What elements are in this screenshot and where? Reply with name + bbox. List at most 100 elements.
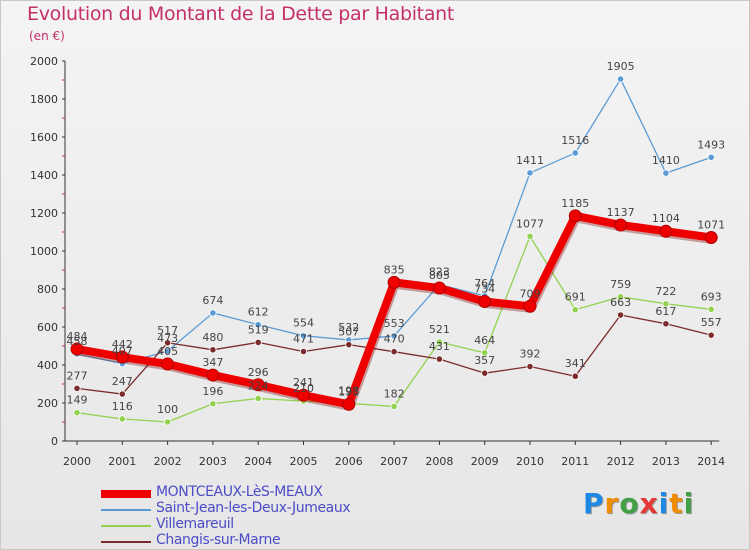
y-tick-label: 2000 <box>30 55 58 68</box>
data-label-series-1: 458 <box>67 335 88 348</box>
x-tick-label: 2006 <box>335 455 363 468</box>
y-tick-label: 1600 <box>30 131 58 144</box>
series-point-0 <box>251 378 265 392</box>
logo-letter: P <box>583 487 605 520</box>
x-tick-label: 2001 <box>108 455 136 468</box>
y-tick-label: 400 <box>37 359 58 372</box>
data-label-series-0: 241 <box>293 376 314 389</box>
series-point-3 <box>435 355 443 363</box>
x-tick-label: 2014 <box>697 455 725 468</box>
series-point-3 <box>299 347 308 356</box>
series-point-0 <box>161 357 175 371</box>
series-point-0 <box>478 295 492 309</box>
logo-letter: o <box>619 487 640 520</box>
data-label-series-2: 198 <box>338 384 359 397</box>
series-point-0 <box>297 388 310 402</box>
data-label-series-2: 182 <box>384 387 405 400</box>
logo-letter: r <box>604 487 620 520</box>
data-label-series-3: 663 <box>610 296 631 309</box>
data-label-series-3: 480 <box>202 331 223 344</box>
series-point-0 <box>432 281 446 295</box>
x-tick-label: 2007 <box>380 455 408 468</box>
series-point-0 <box>115 350 129 364</box>
data-label-series-0: 296 <box>248 366 269 379</box>
series-point-1 <box>209 309 217 317</box>
data-label-series-2: 722 <box>655 285 676 298</box>
data-label-series-2: 1077 <box>516 217 544 230</box>
legend-swatch <box>101 490 151 498</box>
data-label-series-3: 517 <box>157 324 178 337</box>
legend-label: MONTCEAUX-LèS-MEAUX <box>156 484 323 500</box>
series-point-3 <box>662 320 670 328</box>
data-label-series-2: 693 <box>701 290 722 303</box>
series-point-0 <box>568 209 582 223</box>
x-tick-label: 2012 <box>607 455 635 468</box>
series-point-1 <box>390 332 398 340</box>
data-label-series-3: 470 <box>384 333 405 346</box>
data-label-series-0: 405 <box>157 345 178 358</box>
logo-letter: t <box>669 487 684 520</box>
data-label-series-3: 471 <box>293 333 314 346</box>
series-point-2 <box>164 418 172 426</box>
legend-label: Villemareuil <box>156 516 234 532</box>
data-label-series-1: 532 <box>338 321 359 334</box>
y-tick-label: 1000 <box>30 245 58 258</box>
series-point-2 <box>73 409 81 417</box>
y-tick-label: 800 <box>37 283 58 296</box>
y-tick-label: 0 <box>51 435 58 448</box>
series-point-3 <box>390 348 398 356</box>
chart-title: Evolution du Montant de la Dette par Hab… <box>27 3 455 25</box>
data-label-series-1: 823 <box>429 266 450 279</box>
series-point-3 <box>571 372 579 380</box>
legend-swatch <box>101 525 151 527</box>
series-point-0 <box>70 342 84 356</box>
series-point-1 <box>662 169 670 177</box>
data-label-series-3: 392 <box>520 348 541 361</box>
logo-letter: x <box>639 487 659 520</box>
x-tick-label: 2003 <box>199 455 227 468</box>
data-label-series-1: 473 <box>157 332 178 345</box>
logo-letter: i <box>683 487 695 520</box>
series-point-0 <box>342 397 356 411</box>
series-point-3 <box>707 331 715 339</box>
series-point-3 <box>164 339 172 347</box>
data-label-series-3: 617 <box>655 305 676 318</box>
x-tick-label: 2005 <box>290 455 318 468</box>
series-point-3 <box>73 384 81 392</box>
series-point-3 <box>481 369 489 377</box>
x-tick-label: 2009 <box>471 455 499 468</box>
series-point-3 <box>254 338 262 346</box>
data-label-series-2: 116 <box>112 400 133 413</box>
series-point-1 <box>707 153 715 161</box>
proxiti-logo: Proxiti <box>583 487 694 520</box>
data-label-series-2: 196 <box>202 385 223 398</box>
y-tick-label: 1800 <box>30 93 58 106</box>
data-label-series-0: 1185 <box>561 197 589 210</box>
series-point-2 <box>571 306 579 314</box>
series-point-0 <box>387 275 401 289</box>
data-label-series-0: 442 <box>112 338 133 351</box>
series-point-1 <box>526 169 534 177</box>
series-point-1 <box>299 332 308 340</box>
x-tick-label: 2010 <box>516 455 544 468</box>
data-label-series-3: 277 <box>67 369 88 382</box>
data-label-series-0: 805 <box>429 269 450 282</box>
data-label-series-2: 521 <box>429 323 450 336</box>
series-point-3 <box>526 362 534 371</box>
data-label-series-3: 341 <box>565 357 586 370</box>
y-tick-label: 1200 <box>30 207 58 220</box>
series-point-2 <box>616 293 625 301</box>
series-point-0 <box>659 224 673 238</box>
data-label-series-1: 674 <box>202 294 223 307</box>
legend-label: Saint-Jean-les-Deux-Jumeaux <box>156 500 351 516</box>
data-label-series-1: 612 <box>248 306 269 319</box>
data-label-series-0: 1104 <box>652 212 680 225</box>
data-label-series-0: 709 <box>520 287 541 300</box>
data-label-series-1: 554 <box>293 317 314 330</box>
series-point-3 <box>345 341 353 349</box>
data-label-series-3: 247 <box>112 375 133 388</box>
data-label-series-1: 1516 <box>561 134 589 147</box>
series-point-2 <box>209 400 217 408</box>
